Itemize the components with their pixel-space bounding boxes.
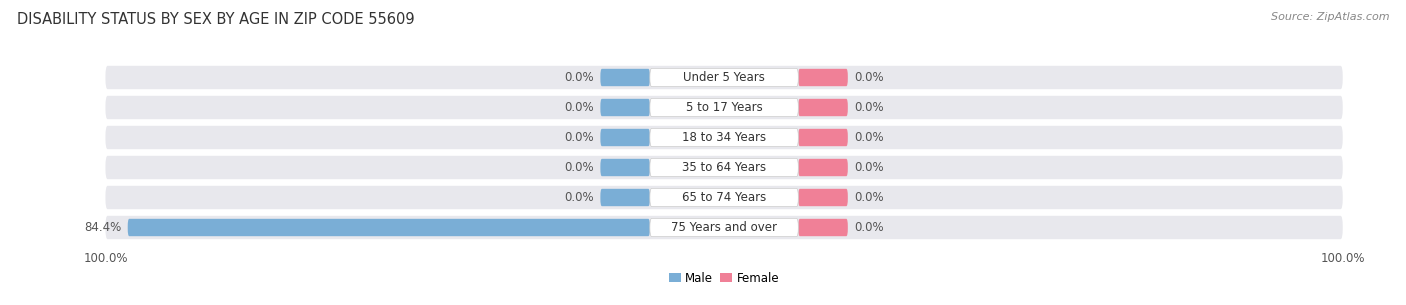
FancyBboxPatch shape xyxy=(650,158,799,177)
Text: DISABILITY STATUS BY SEX BY AGE IN ZIP CODE 55609: DISABILITY STATUS BY SEX BY AGE IN ZIP C… xyxy=(17,12,415,27)
Text: 0.0%: 0.0% xyxy=(853,101,883,114)
FancyBboxPatch shape xyxy=(650,218,799,237)
FancyBboxPatch shape xyxy=(600,189,650,206)
Text: 75 Years and over: 75 Years and over xyxy=(671,221,778,234)
FancyBboxPatch shape xyxy=(650,99,799,117)
Text: 18 to 34 Years: 18 to 34 Years xyxy=(682,131,766,144)
FancyBboxPatch shape xyxy=(650,188,799,206)
Text: 0.0%: 0.0% xyxy=(565,71,595,84)
FancyBboxPatch shape xyxy=(799,219,848,236)
FancyBboxPatch shape xyxy=(799,69,848,86)
Text: 0.0%: 0.0% xyxy=(565,131,595,144)
FancyBboxPatch shape xyxy=(105,126,1343,149)
FancyBboxPatch shape xyxy=(600,129,650,146)
FancyBboxPatch shape xyxy=(799,99,848,116)
FancyBboxPatch shape xyxy=(799,159,848,176)
Text: 0.0%: 0.0% xyxy=(853,161,883,174)
FancyBboxPatch shape xyxy=(600,69,650,86)
Text: 0.0%: 0.0% xyxy=(853,71,883,84)
FancyBboxPatch shape xyxy=(799,129,848,146)
Text: 0.0%: 0.0% xyxy=(565,191,595,204)
FancyBboxPatch shape xyxy=(600,159,650,176)
FancyBboxPatch shape xyxy=(105,216,1343,239)
FancyBboxPatch shape xyxy=(600,99,650,116)
FancyBboxPatch shape xyxy=(650,68,799,87)
Text: 35 to 64 Years: 35 to 64 Years xyxy=(682,161,766,174)
FancyBboxPatch shape xyxy=(105,66,1343,89)
Text: 0.0%: 0.0% xyxy=(565,161,595,174)
Text: Under 5 Years: Under 5 Years xyxy=(683,71,765,84)
FancyBboxPatch shape xyxy=(799,189,848,206)
Text: 84.4%: 84.4% xyxy=(84,221,121,234)
FancyBboxPatch shape xyxy=(105,156,1343,179)
Text: 0.0%: 0.0% xyxy=(853,131,883,144)
FancyBboxPatch shape xyxy=(650,128,799,147)
Text: 0.0%: 0.0% xyxy=(565,101,595,114)
Text: 0.0%: 0.0% xyxy=(853,221,883,234)
Text: Source: ZipAtlas.com: Source: ZipAtlas.com xyxy=(1271,12,1389,22)
Text: 0.0%: 0.0% xyxy=(853,191,883,204)
FancyBboxPatch shape xyxy=(105,186,1343,209)
Text: 5 to 17 Years: 5 to 17 Years xyxy=(686,101,762,114)
Text: 65 to 74 Years: 65 to 74 Years xyxy=(682,191,766,204)
FancyBboxPatch shape xyxy=(128,219,650,236)
FancyBboxPatch shape xyxy=(105,96,1343,119)
Legend: Male, Female: Male, Female xyxy=(664,267,785,289)
